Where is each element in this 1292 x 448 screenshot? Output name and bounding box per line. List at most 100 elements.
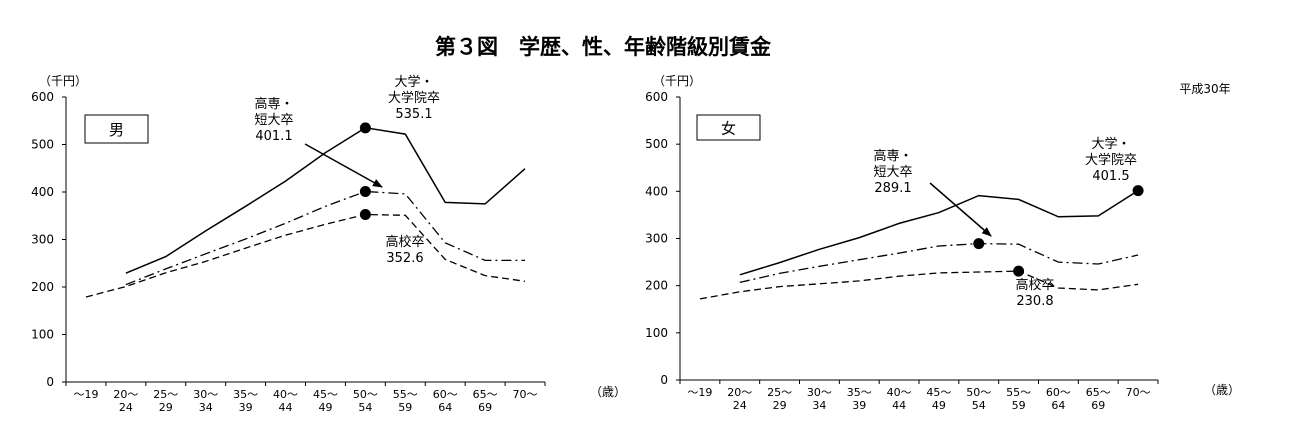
male-x-tick-label: 25～ [153,388,178,401]
male-y-tick-label: 500 [31,138,54,152]
male-x-tick-label-sub: 39 [239,401,253,414]
male-x-tick-label-sub: 69 [478,401,492,414]
female-x-tick-label-sub: 54 [972,399,986,412]
female-y-tick-label: 300 [645,232,668,246]
male-series-high-line [85,213,526,298]
male-x-tick-label: 35～ [233,388,258,401]
female-x-tick-label-sub: 29 [773,399,787,412]
female-y-tick-label: 400 [645,184,668,198]
male-x-tick-label: 70～ [513,388,538,401]
female-series-high-line [699,270,1139,300]
male-x-tick-label-sub: 64 [438,401,452,414]
female-y-unit: （千円） [653,74,701,88]
male-x-tick-label: 65～ [473,388,498,401]
female-annotation-univ-line: 大学院卒 [1085,152,1137,168]
male-x-unit: （歳） [590,385,626,399]
female-label-box [696,114,761,141]
female-x-unit: （歳） [1204,383,1240,397]
female-y-tick-label: 0 [660,373,668,387]
male-x-tick-label-sub: 34 [199,401,213,414]
female-panel: 0 100 200 300 400 500 600 ～19 20～24 25～29 30～34 35～… [645,74,1240,412]
female-series-high-peak-point [1013,265,1025,277]
female-x-tick-label-sub: 64 [1051,399,1065,412]
male-annotation-univ-line: 大学・ [394,74,433,90]
female-x-tick-label: ～19 [687,386,712,399]
female-annotation-univ-line: 401.5 [1092,169,1129,184]
male-annotation-junior-arrow [304,143,383,188]
female-y-tick-label: 200 [645,279,668,293]
female-x-tick-label: 65～ [1086,386,1111,399]
female-x-tick-label-sub: 39 [852,399,866,412]
female-series-junior-peak-point [973,238,985,250]
male-label-box [84,114,149,144]
female-x-tick-label: 70～ [1126,386,1151,399]
female-y-tick-label: 500 [645,137,668,151]
female-x-tick-label-sub: 24 [733,399,747,412]
male-y-unit: （千円） [39,74,87,88]
female-series-junior-line [739,242,1139,284]
female-panel-label: 女 [721,120,736,138]
female-x-tick-label: 30～ [807,386,832,399]
male-annotation-high-line: 高校卒 [385,234,424,250]
male-y-tick-label: 300 [31,233,54,247]
male-x-tick-label-sub: 44 [279,401,293,414]
male-x-tick-label: 20～ [113,388,138,401]
male-series-junior-peak-point [359,185,371,197]
male-x-tick-label-sub: 49 [318,401,332,414]
year-label: 平成30年 [1179,82,1230,96]
female-annotation-junior-arrow [929,182,992,237]
female-x-tick-label-sub: 59 [1012,399,1026,412]
female-x-tick-label: 60～ [1046,386,1071,399]
male-y-tick-label: 100 [31,328,54,342]
female-annotation-univ-line: 大学・ [1091,136,1130,152]
female-annotation-junior-line: 短大卒 [873,165,912,180]
male-annotation-junior-line: 短大卒 [254,113,293,128]
male-x-tick-label-sub: 24 [119,401,133,414]
female-series-univ-peak-point [1132,185,1144,197]
male-x-tick-label-sub: 29 [159,401,173,414]
female-x-tick-label-sub: 34 [812,399,826,412]
female-x-tick-label: 50～ [966,386,991,399]
male-x-tick-label-sub: 59 [398,401,412,414]
female-x-tick-label: 40～ [887,386,912,399]
female-y-tick-label: 100 [645,326,668,340]
male-x-tick-label: 45～ [313,388,338,401]
male-x-tick-label: 50～ [353,388,378,401]
female-x-tick-label-sub: 69 [1091,399,1105,412]
male-y-tick-label: 600 [31,90,54,104]
female-x-tick-label-sub: 49 [932,399,946,412]
male-annotation-junior-line: 401.1 [255,129,292,144]
female-annotation-high-line: 高校卒 [1015,277,1054,293]
female-annotation-junior-line: 289.1 [874,181,911,196]
male-x-tick-label: 55～ [393,388,418,401]
male-annotation-high-line: 352.6 [386,251,423,266]
female-annotation-junior-line: 高専・ [873,148,912,164]
male-x-tick-label: 60～ [433,388,458,401]
male-x-tick-label-sub: 54 [358,401,372,414]
female-x-tick-label: 35～ [847,386,872,399]
male-annotation-univ-line: 535.1 [395,107,432,122]
male-series-junior-line [125,190,525,286]
female-x-tick-label: 25～ [767,386,792,399]
male-panel-label: 男 [109,121,124,139]
male-x-tick-label: ～19 [73,388,98,401]
male-series-univ-line [125,127,526,274]
male-series-high-peak-point [359,209,371,221]
male-annotation-univ-line: 大学院卒 [388,90,440,106]
male-y-tick-label: 200 [31,280,54,294]
chart-title: 第３図 学歴、性、年齢階級別賃金 [435,35,772,59]
male-y-tick-label: 0 [46,375,54,389]
male-annotation-junior-line: 高専・ [254,96,293,112]
male-y-tick-label: 400 [31,185,54,199]
male-series-univ-peak-point [359,122,371,134]
female-x-tick-label: 55～ [1006,386,1031,399]
female-x-tick-label: 45～ [926,386,951,399]
female-annotation-high-line: 230.8 [1016,294,1053,309]
female-x-tick-label-sub: 44 [892,399,906,412]
male-x-tick-label: 40～ [273,388,298,401]
male-x-tick-label: 30～ [193,388,218,401]
female-x-tick-label: 20～ [727,386,752,399]
female-y-tick-label: 600 [645,90,668,104]
